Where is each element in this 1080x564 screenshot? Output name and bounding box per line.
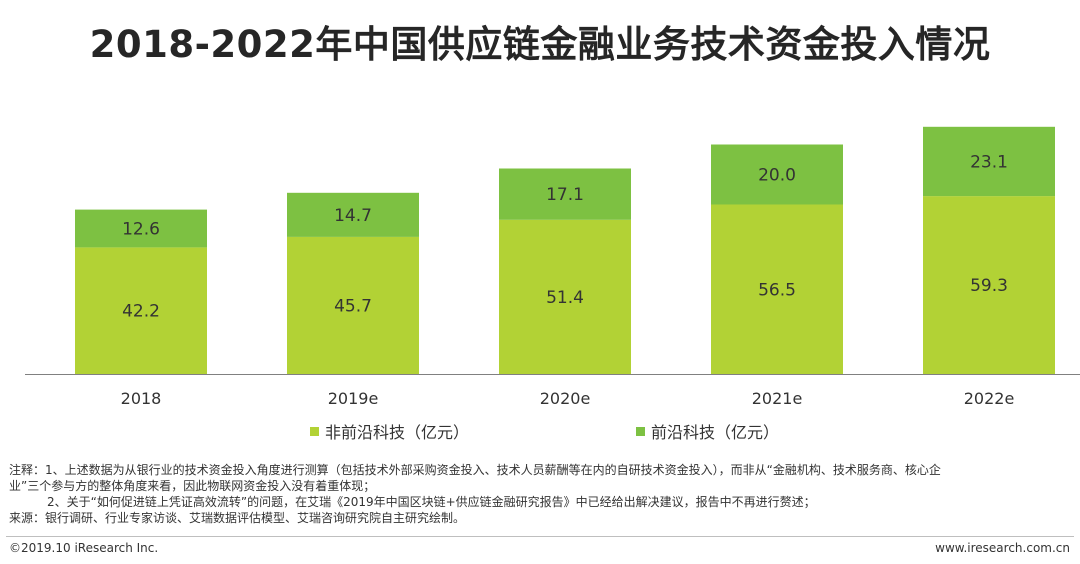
legend-label-frontier: 前沿科技（亿元） [651, 423, 780, 442]
legend-swatch-frontier [636, 426, 645, 436]
bar-segment-frontier-2021e [711, 144, 843, 205]
x-tick-label-2018: 2018 [121, 389, 162, 408]
x-tick-label-2022e: 2022e [964, 389, 1015, 408]
stacked-bar-chart: 42.2 12.6 2018 45.7 14.7 2019e 51.4 17.1 2020e 56… [25, 126, 1080, 408]
x-tick-label-2021e: 2021e [752, 389, 803, 408]
data-label-non-frontier-2018: 42.2 [122, 302, 160, 322]
bar-segment-non-frontier-2020e [499, 219, 631, 374]
bar-segment-non-frontier-2022e [923, 196, 1055, 374]
footer-divider [6, 536, 1074, 537]
legend-item-frontier: 前沿科技（亿元） [636, 419, 779, 443]
legend-swatch-non-frontier [310, 426, 319, 436]
copyright-text: ©2019.10 iResearch Inc. [9, 541, 159, 555]
legend-item-non-frontier: 非前沿科技（亿元） [310, 419, 469, 443]
data-label-frontier-2018: 12.6 [122, 220, 160, 240]
bar-segment-frontier-2022e [923, 126, 1055, 197]
x-tick-label-2020e: 2020e [540, 389, 591, 408]
data-label-frontier-2020e: 17.1 [546, 185, 584, 205]
chart-notes: 注释：1、上述数据为从银行业的技术资金投入角度进行测算（包括技术外部采购资金投入… [9, 462, 1071, 526]
note-line-2: 业”三个参与方的整体角度来看，因此物联网资金投入没有着重体现； [9, 479, 376, 493]
data-label-non-frontier-2020e: 51.4 [546, 288, 584, 308]
data-label-non-frontier-2019e: 45.7 [334, 296, 372, 316]
bar-segment-non-frontier-2018 [75, 247, 207, 374]
data-label-frontier-2021e: 20.0 [758, 166, 796, 186]
bar-segment-frontier-2018 [75, 209, 207, 248]
chart-title: 2018-2022年中国供应链金融业务技术资金投入情况 [89, 23, 991, 66]
bar-segment-non-frontier-2021e [711, 204, 843, 374]
data-label-frontier-2019e: 14.7 [334, 206, 372, 226]
note-line-1: 注释：1、上述数据为从银行业的技术资金投入角度进行测算（包括技术外部采购资金投入… [9, 463, 941, 477]
note-line-3: 2、关于“如何促进链上凭证高效流转”的问题，在艾瑞《2019年中国区块链+供应链… [47, 495, 816, 509]
chart-legend: 非前沿科技（亿元） 前沿科技（亿元） [0, 419, 1080, 443]
data-label-non-frontier-2021e: 56.5 [758, 280, 796, 300]
legend-label-non-frontier: 非前沿科技（亿元） [325, 423, 470, 442]
data-label-non-frontier-2022e: 59.3 [970, 276, 1008, 296]
bar-segment-frontier-2019e [287, 192, 419, 237]
bar-segment-frontier-2020e [499, 168, 631, 220]
data-label-frontier-2022e: 23.1 [970, 152, 1008, 172]
x-tick-label-2019e: 2019e [328, 389, 379, 408]
website-link[interactable]: www.iresearch.com.cn [935, 541, 1070, 555]
bar-segment-non-frontier-2019e [287, 236, 419, 374]
source-line: 来源：银行调研、行业专家访谈、艾瑞数据评估模型、艾瑞咨询研究院自主研究绘制。 [9, 511, 466, 525]
